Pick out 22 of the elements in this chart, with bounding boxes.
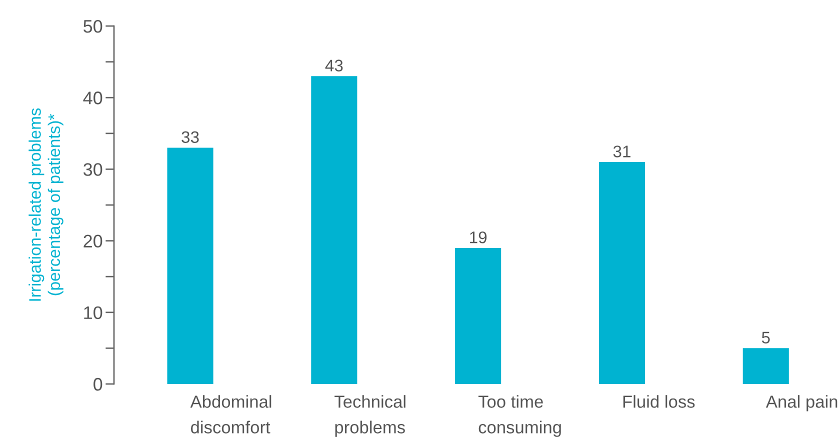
y-axis-title: Irrigation-related problems (percentage of patients)* [28,108,64,301]
x-tick-label: Fluid loss [623,395,695,408]
y-tick-label: 20 [84,234,102,248]
data-label: 5 [762,332,770,344]
y-tick-label: 0 [94,378,102,391]
data-label: 43 [325,60,343,72]
y-tick-label: 30 [83,163,102,176]
x-tick-label: Anal pain [766,395,838,412]
y-tick-label: 10 [84,306,102,320]
bar [455,248,502,384]
data-label: 31 [613,146,630,158]
x-tick-label: Technical problems [334,395,406,437]
data-label: 33 [182,131,199,144]
bar [598,162,645,384]
x-tick-label: Too time consuming [478,395,561,437]
bar [167,148,214,384]
data-label: 19 [470,231,487,244]
x-tick-label: Abdominal discomfort [190,395,272,434]
y-tick-label: 50 [84,20,102,33]
bar [742,348,789,384]
bar [311,76,358,384]
y-tick-label: 40 [83,92,102,104]
